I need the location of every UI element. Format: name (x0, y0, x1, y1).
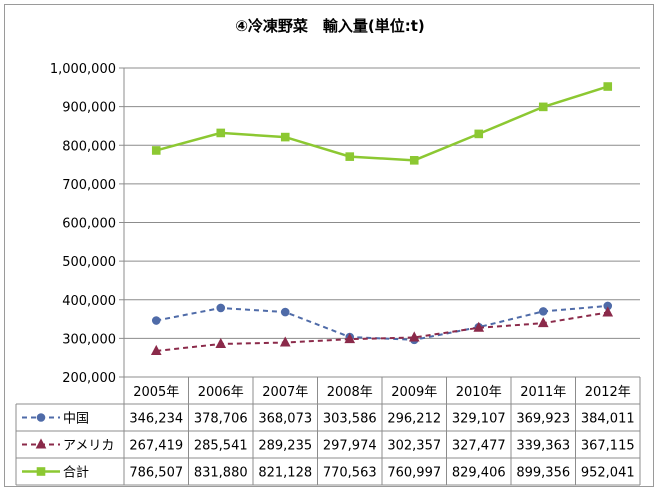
table-cell-value: 770,563 (323, 466, 377, 481)
y-tick-label: 800,000 (62, 139, 116, 154)
table-cell-value: 899,356 (516, 466, 570, 481)
data-point (150, 344, 162, 355)
y-tick-label: 600,000 (62, 217, 116, 232)
table-cell-value: 760,997 (387, 466, 441, 481)
data-point (538, 102, 548, 112)
data-point (408, 331, 420, 342)
table-cell-value: 369,923 (516, 412, 570, 427)
category-label: 2009年 (391, 385, 437, 400)
y-tick-label: 500,000 (62, 255, 116, 270)
table-cell-value: 346,234 (129, 412, 183, 427)
series-line (155, 85, 609, 162)
data-point (538, 307, 548, 316)
y-tick-label: 200,000 (62, 371, 116, 386)
table-cell-value: 378,706 (194, 412, 248, 427)
series-line (156, 311, 608, 352)
chart-title: ④冷凍野菜 輸入量(単位:t) (235, 17, 425, 35)
table-cell-value: 368,073 (258, 412, 312, 427)
table-cell-value: 285,541 (194, 439, 248, 454)
table-cell-value: 296,212 (387, 412, 441, 427)
category-label: 2006年 (198, 385, 244, 400)
table-cell-value: 289,235 (258, 439, 312, 454)
table-cell-value: 829,406 (452, 466, 506, 481)
table-cell-value: 303,586 (323, 412, 377, 427)
data-point (151, 146, 161, 155)
data-point (345, 152, 355, 161)
data-point (409, 156, 419, 165)
table-cell-value: 831,880 (194, 466, 248, 481)
table-cell-value: 339,363 (516, 439, 570, 454)
data-point (280, 307, 290, 317)
y-tick-label: 300,000 (62, 332, 116, 347)
data-point (473, 321, 485, 332)
legend-key-marker (35, 438, 47, 449)
data-point (151, 316, 161, 325)
table-cell-value: 367,115 (581, 439, 635, 454)
category-label: 2007年 (262, 385, 308, 400)
table-cell-value: 952,041 (581, 466, 635, 481)
y-tick-label: 1,000,000 (50, 62, 116, 77)
category-label: 2011年 (520, 385, 566, 400)
data-point (215, 337, 227, 348)
series-line (156, 304, 608, 341)
category-label: 2008年 (327, 385, 373, 400)
table-cell-value: 267,419 (129, 439, 183, 454)
legend-key-marker (36, 467, 46, 476)
data-point (344, 333, 356, 344)
category-label: 2005年 (133, 385, 179, 400)
series-1 (150, 306, 614, 355)
y-tick-label: 700,000 (62, 178, 116, 193)
data-point (216, 128, 226, 138)
legend-key-marker (36, 413, 46, 422)
table-cell-value: 302,357 (387, 439, 441, 454)
data-point (279, 336, 291, 347)
table-cell-value: 297,974 (323, 439, 377, 454)
axis-layer: 200,000 300,000 400,000 500,000 600,000 700,0… (50, 62, 125, 386)
data-point (216, 303, 226, 313)
table-cell-value: 329,107 (452, 412, 506, 427)
data-point (602, 306, 614, 317)
data-point (603, 82, 613, 91)
series-2 (151, 82, 613, 165)
data-point (537, 317, 549, 328)
y-tick-label: 400,000 (62, 294, 116, 309)
table-cell-value: 821,128 (258, 466, 312, 481)
legend-series-name: 合計 (63, 465, 89, 481)
series-layer (150, 82, 614, 355)
legend-series-name: アメリカ (63, 439, 114, 454)
table-cell-value: 384,011 (581, 412, 635, 427)
legend-series-name: 中国 (63, 412, 89, 427)
chart-frame (4, 4, 654, 487)
category-label: 2012年 (585, 385, 631, 400)
data-point (280, 132, 290, 142)
category-label: 2010年 (456, 385, 502, 400)
table-cell-value: 786,507 (129, 466, 183, 481)
data-table: 2005年 2006年 2007年 2008年 2009年 2010年 2011年 2012年… (15, 376, 641, 486)
table-cell-value: 327,477 (452, 439, 506, 454)
grid-layer (124, 67, 640, 378)
data-point (474, 129, 484, 139)
y-tick-label: 900,000 (62, 101, 116, 116)
